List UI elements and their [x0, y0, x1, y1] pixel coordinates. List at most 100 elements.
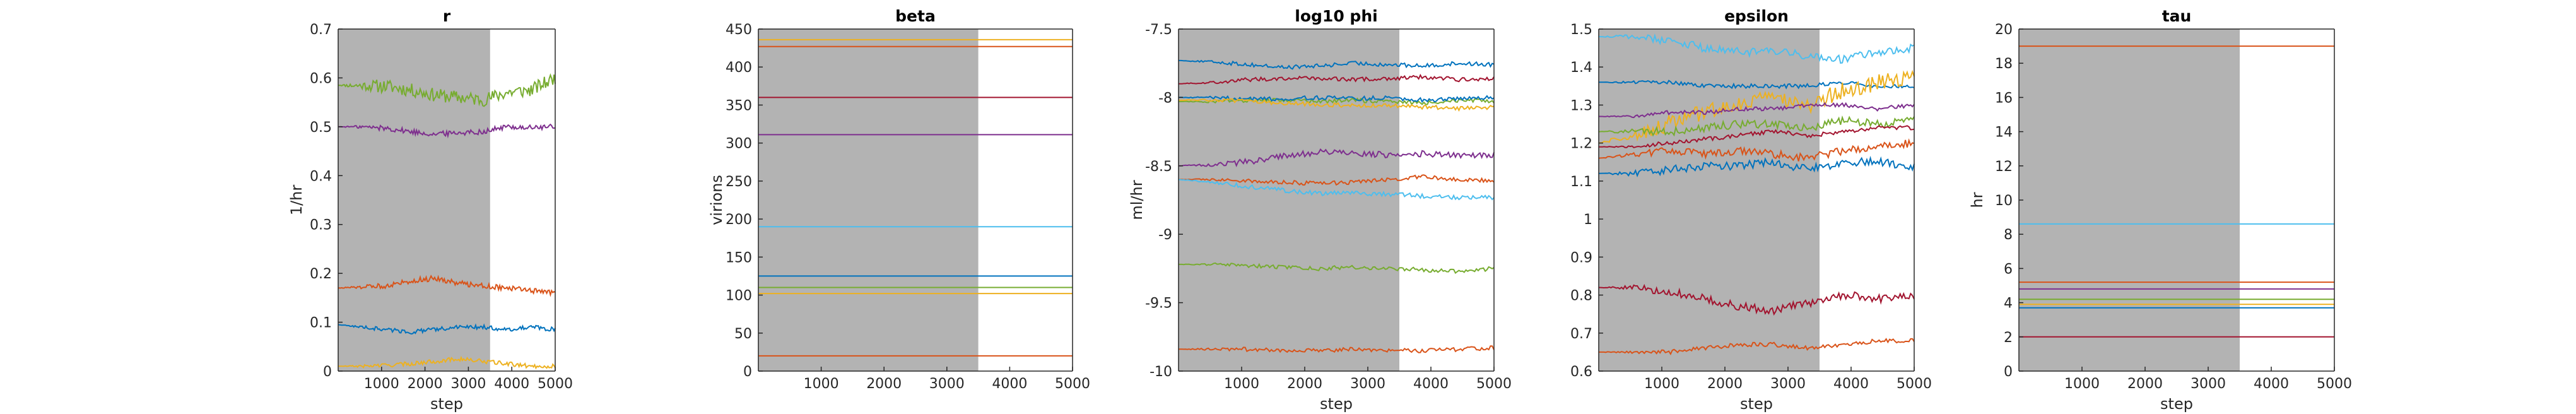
y-tick-label: 450: [726, 22, 752, 38]
y-tick-label: 1.1: [1570, 174, 1592, 190]
y-tick-label: 0.2: [310, 266, 332, 282]
series-line: [1178, 179, 1495, 201]
y-tick-label: 16: [1995, 90, 2013, 106]
x-axis-label: step: [1740, 395, 1773, 413]
y-tick-label: 20: [1995, 22, 2013, 38]
x-tick-label: 5000: [1476, 376, 1512, 392]
series-line: [1599, 102, 1915, 119]
y-tick-label: 0: [2004, 364, 2013, 380]
y-tick-label: 50: [734, 326, 752, 342]
x-tick-label: 1000: [364, 376, 399, 392]
y-tick-label: 4: [2004, 296, 2013, 312]
y-tick-label: -9.5: [1145, 296, 1172, 312]
x-axis-label: step: [430, 395, 463, 413]
x-tick-label: 3000: [929, 376, 965, 392]
series-line: [1598, 138, 1915, 162]
series-line: [338, 73, 556, 107]
y-tick-label: -8: [1158, 90, 1172, 106]
y-tick-label: 1.4: [1570, 60, 1592, 76]
y-tick-label: 350: [726, 98, 752, 114]
panel-2: 1000 2000 3000 4000 5000 -10 -9.5 -9 -8.5 -8 -7.5 l…: [1128, 7, 1512, 413]
panel-title: beta: [895, 7, 936, 25]
burn-in-shade: [758, 29, 979, 371]
x-tick-label: 2000: [866, 376, 902, 392]
burn-in-shade: [1179, 29, 1399, 371]
x-tick-label: 5000: [1897, 376, 1932, 392]
y-tick-label: 0.8: [1570, 288, 1592, 304]
panel-title: r: [443, 7, 451, 25]
y-tick-label: 0.4: [310, 169, 332, 184]
series-line: [1178, 345, 1495, 353]
y-tick-label: 150: [726, 250, 752, 266]
y-tick-label: 0.9: [1570, 250, 1592, 266]
burn-in-shade: [1599, 29, 1820, 371]
y-tick-label: 1.2: [1570, 136, 1592, 152]
series-line: [1179, 262, 1495, 275]
y-tick-label: -8.5: [1145, 159, 1172, 175]
y-axis-label: ml/hr: [1128, 180, 1146, 220]
x-tick-label: 3000: [2191, 376, 2226, 392]
y-tick-label: 300: [726, 136, 752, 152]
x-tick-label: 4000: [2254, 376, 2289, 392]
y-tick-label: 0.6: [310, 71, 332, 86]
series-line: [1178, 98, 1495, 112]
series-line: [1598, 115, 1915, 137]
y-tick-label: 0.3: [310, 218, 332, 234]
x-tick-label: 1000: [2064, 376, 2100, 392]
x-tick-label: 3000: [1770, 376, 1806, 392]
series-line: [1598, 33, 1915, 64]
x-tick-label: 4000: [1413, 376, 1449, 392]
series-line: [1598, 69, 1915, 144]
x-tick-label: 3000: [1350, 376, 1385, 392]
x-tick-label: 4000: [1833, 376, 1869, 392]
x-tick-label: 2000: [2127, 376, 2163, 392]
y-tick-label: 12: [1995, 159, 2013, 175]
panel-title: epsilon: [1724, 7, 1789, 25]
x-tick-label: 2000: [408, 376, 443, 392]
panel-3: 1000 2000 3000 4000 5000 0.6 0.7 0.8 0.9 1 1.1 1.2 1…: [1570, 7, 1932, 413]
x-axis-label: step: [1320, 395, 1353, 413]
y-tick-label: 1.3: [1570, 98, 1592, 114]
y-tick-label: 0: [743, 364, 752, 380]
x-tick-label: 5000: [1055, 376, 1090, 392]
y-tick-label: -9: [1158, 227, 1172, 243]
y-tick-label: 100: [726, 288, 752, 304]
y-tick-label: 400: [726, 60, 752, 76]
burn-in-shade: [338, 29, 490, 371]
x-tick-label: 4000: [494, 376, 529, 392]
series-line: [1178, 148, 1495, 167]
y-tick-label: -7.5: [1145, 22, 1172, 38]
y-tick-label: 2: [2004, 330, 2013, 346]
series-line: [1599, 80, 1915, 90]
y-tick-label: 18: [1995, 56, 2013, 72]
series-line: [1598, 125, 1915, 148]
series-line: [338, 275, 556, 297]
y-axis-label: hr: [1968, 192, 1986, 208]
series-line: [1599, 338, 1915, 355]
y-tick-label: 1.5: [1570, 22, 1592, 38]
x-tick-label: 2000: [1287, 376, 1322, 392]
x-tick-label: 4000: [992, 376, 1027, 392]
y-tick-label: 8: [2004, 227, 2013, 243]
x-tick-label: 1000: [804, 376, 839, 392]
y-tick-label: 0.5: [310, 120, 332, 136]
series-line: [338, 355, 556, 370]
panel-title: log10 phi: [1295, 7, 1377, 25]
series-line: [1179, 97, 1495, 106]
x-tick-label: 2000: [1707, 376, 1743, 392]
x-tick-label: 3000: [450, 376, 486, 392]
series-line: [1178, 174, 1495, 186]
series-line: [1598, 155, 1915, 177]
y-tick-label: 0.6: [1570, 364, 1592, 380]
x-tick-label: 5000: [2317, 376, 2352, 392]
y-tick-label: 0.7: [310, 22, 332, 38]
y-tick-label: 0.7: [1570, 326, 1592, 342]
y-tick-label: 10: [1995, 193, 2013, 209]
x-axis-label: step: [2160, 395, 2193, 413]
y-tick-label: 0: [323, 364, 332, 380]
x-tick-label: 5000: [538, 376, 573, 392]
panel-title: tau: [2162, 7, 2192, 25]
panel-0: 1000 2000 3000 4000 5000 0 0.1 0.2 0.3 0.4 0.5 0.6 0…: [288, 7, 573, 413]
y-tick-label: 6: [2004, 261, 2013, 277]
